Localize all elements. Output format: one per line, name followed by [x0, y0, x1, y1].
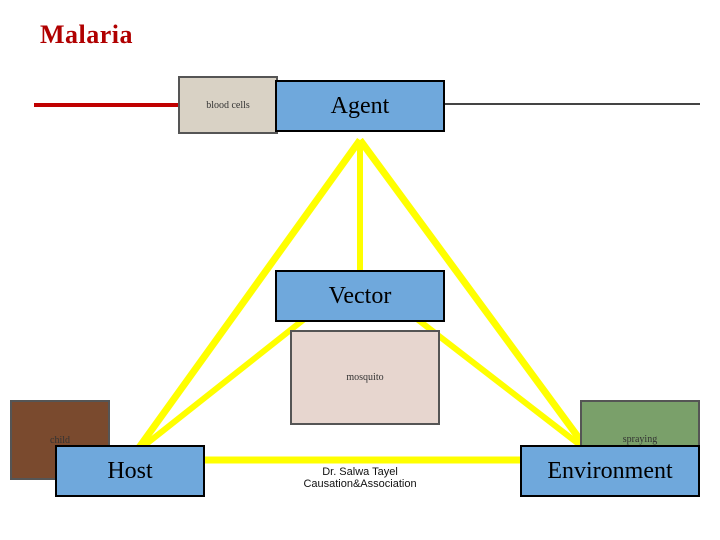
- host-label: Host: [107, 458, 152, 485]
- environment-node: Environment: [520, 445, 700, 497]
- agent-label: Agent: [331, 93, 390, 120]
- agent-image: blood cells: [178, 76, 278, 134]
- vector-label: Vector: [329, 283, 392, 310]
- agent-node: Agent: [275, 80, 445, 132]
- slide: { "slide": { "title": "Malaria", "title_…: [0, 0, 720, 540]
- host-node: Host: [55, 445, 205, 497]
- vector-image: mosquito: [290, 330, 440, 425]
- environment-label: Environment: [547, 458, 672, 485]
- footer-credit: Dr. Salwa Tayel Causation&Association: [260, 466, 460, 490]
- vector-node: Vector: [275, 270, 445, 322]
